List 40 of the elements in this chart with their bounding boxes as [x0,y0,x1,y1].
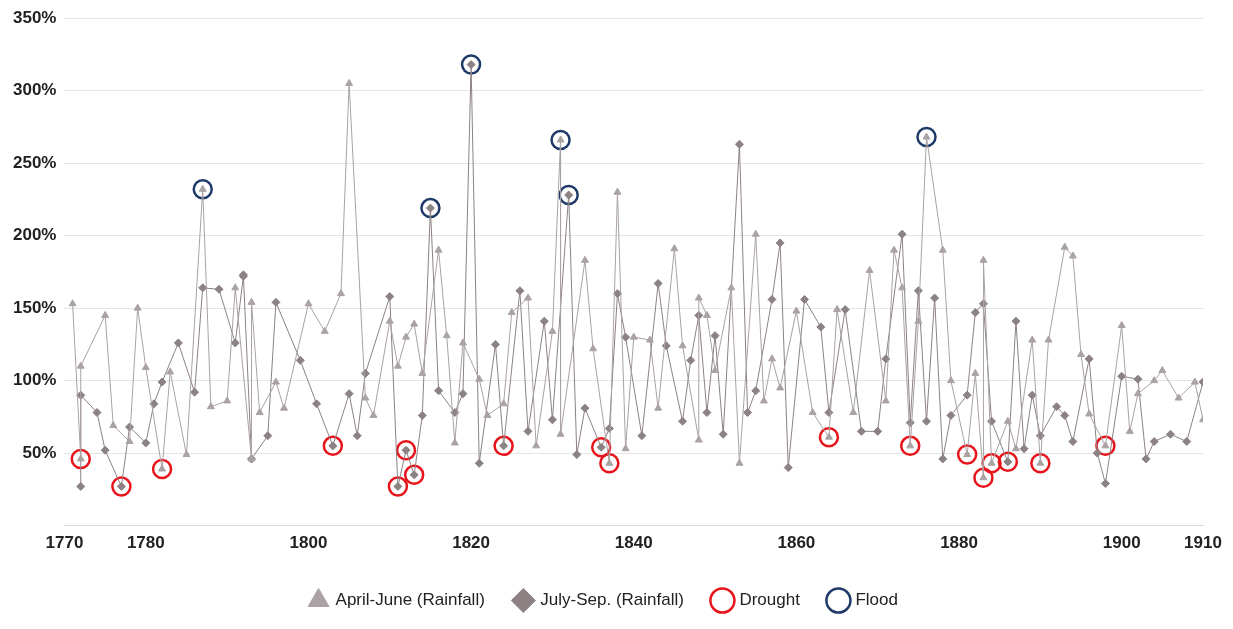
y-tick-label: 300% [13,80,57,100]
x-tick-label: 1910 [1184,533,1222,553]
point [956,444,978,465]
point [997,451,1019,473]
legend-label: Flood [855,590,898,610]
x-tick-label: 1770 [45,533,84,553]
x-tick-label: 1780 [126,533,165,553]
point [403,464,425,486]
point [916,126,937,148]
x-tick-label: 1900 [1102,533,1141,553]
x-tick-label: 1840 [614,533,653,553]
point [111,476,132,497]
point [395,439,417,461]
legend-label: Drought [739,590,801,610]
point [322,435,344,457]
point [973,467,994,489]
point [493,435,514,457]
y-tick-label: 350% [13,7,57,27]
point [387,476,409,497]
point [151,458,173,480]
legend-label: July-Sep. (Rainfall) [540,590,684,610]
y-tick-label: 100% [13,370,57,390]
legend-label: April-June (Rainfall) [335,590,485,610]
point [599,453,620,474]
x-tick-label: 1860 [777,533,816,553]
point [420,197,441,219]
y-tick-label: 200% [13,225,57,245]
point [818,426,840,448]
y-tick-label: 50% [22,442,57,462]
point [1030,453,1051,474]
point [550,129,571,151]
x-tick-label: 1880 [940,533,978,553]
point [192,179,213,200]
y-tick-label: 250% [13,152,57,172]
point [899,435,921,457]
x-tick-label: 1800 [289,533,328,553]
point [460,54,482,75]
x-tick-label: 1820 [452,533,491,553]
y-tick-label: 150% [13,297,57,317]
point [70,448,91,470]
